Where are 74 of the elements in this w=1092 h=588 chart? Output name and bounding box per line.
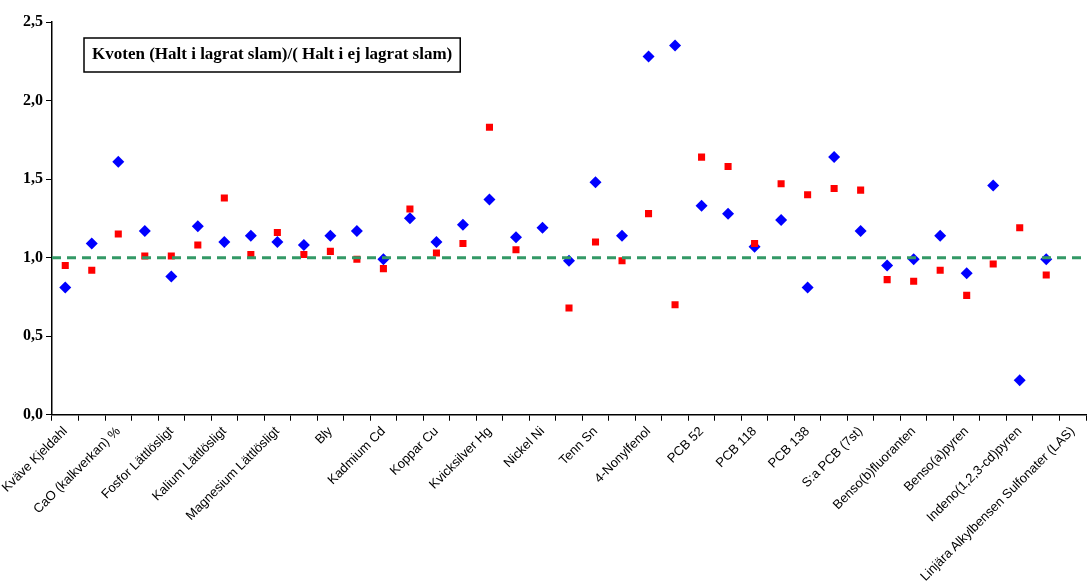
point (777, 180, 785, 188)
point (987, 179, 1000, 192)
point (220, 194, 228, 202)
point (591, 238, 600, 246)
x-tick-label: Bly (311, 422, 336, 447)
point (218, 235, 231, 248)
point (565, 304, 573, 312)
point (645, 210, 653, 218)
point (403, 212, 416, 225)
point (297, 239, 310, 252)
point (85, 237, 98, 250)
point (1042, 271, 1050, 279)
point (406, 205, 414, 213)
point (751, 239, 759, 248)
point (854, 224, 867, 237)
point (112, 155, 125, 168)
point (698, 153, 706, 161)
point (165, 270, 178, 283)
point (934, 229, 947, 242)
x-tick-label: Tenn Sn (555, 423, 601, 468)
point (509, 231, 522, 244)
point (1013, 374, 1026, 387)
point (512, 246, 520, 254)
y-tick-label: 0,5 (23, 326, 43, 344)
y-tick-label: 2,0 (23, 90, 43, 108)
y-tick-label: 2,5 (23, 12, 43, 30)
point (642, 50, 655, 63)
point (432, 249, 440, 257)
point (456, 218, 469, 231)
point (1016, 224, 1024, 232)
point (857, 186, 865, 194)
point (483, 193, 496, 206)
point (936, 266, 944, 274)
point (61, 261, 69, 270)
point (989, 260, 997, 268)
point (801, 281, 814, 294)
point (191, 220, 204, 233)
point (459, 239, 467, 248)
point (804, 191, 812, 199)
point (138, 224, 151, 237)
point (59, 281, 72, 294)
point (910, 277, 918, 285)
y-tick-label: 1,5 (23, 169, 43, 187)
point (881, 259, 894, 272)
point (485, 123, 493, 131)
point (775, 213, 788, 226)
point (244, 229, 257, 242)
point (324, 229, 337, 242)
point (273, 228, 281, 237)
point (963, 291, 971, 299)
point (616, 229, 629, 242)
point (722, 207, 735, 220)
point (88, 266, 96, 274)
point (194, 241, 202, 249)
point (695, 199, 708, 212)
point (300, 250, 308, 259)
point (828, 151, 841, 164)
point (589, 176, 602, 189)
point (536, 221, 549, 234)
y-tick-label: 0,0 (23, 404, 43, 422)
point (830, 184, 838, 193)
point (350, 224, 363, 237)
point (430, 235, 443, 248)
point (724, 162, 732, 171)
point (379, 265, 387, 273)
point (960, 267, 973, 280)
point (671, 301, 679, 309)
point (669, 39, 682, 52)
text: Kvoten (Halt i lagrat slam)/( Halt i ej lagrat slam) (92, 44, 453, 64)
y-tick-label: 1,0 (23, 247, 43, 265)
point (883, 276, 891, 284)
point (326, 247, 334, 255)
point (271, 235, 284, 248)
point (114, 230, 122, 238)
